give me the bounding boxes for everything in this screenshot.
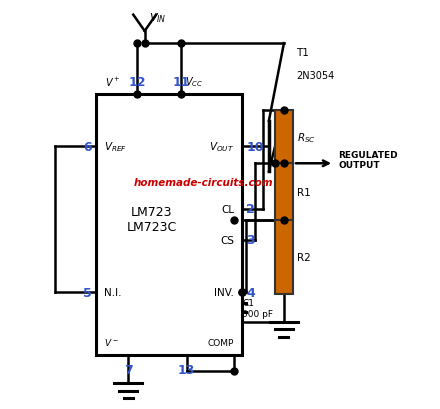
- Text: INV.: INV.: [214, 288, 234, 297]
- Text: 7: 7: [124, 363, 132, 376]
- Text: 5: 5: [83, 286, 92, 299]
- Text: C1
500 pF: C1 500 pF: [242, 299, 273, 318]
- Text: $V^+$: $V^+$: [105, 76, 121, 89]
- Text: R1: R1: [297, 187, 311, 197]
- Text: 2: 2: [246, 203, 255, 216]
- Text: 12: 12: [128, 76, 146, 89]
- Text: CL: CL: [221, 204, 234, 214]
- Text: 10: 10: [246, 140, 264, 153]
- Text: T1: T1: [296, 48, 309, 58]
- Bar: [275, 221, 293, 294]
- Text: $V_{IN}$: $V_{IN}$: [149, 11, 166, 25]
- Text: homemade-circuits.com: homemade-circuits.com: [134, 177, 274, 187]
- Text: $V^-$: $V^-$: [104, 336, 119, 347]
- Text: COMP: COMP: [208, 338, 234, 347]
- Text: $V_{OUT}$: $V_{OUT}$: [209, 140, 234, 154]
- Text: R2: R2: [297, 252, 311, 262]
- Text: N.I.: N.I.: [104, 288, 121, 297]
- Text: $R_{SC}$: $R_{SC}$: [297, 130, 316, 144]
- Text: $V_{CC}$: $V_{CC}$: [185, 75, 203, 89]
- Text: $V_{REF}$: $V_{REF}$: [104, 140, 127, 154]
- Text: 3: 3: [246, 234, 255, 247]
- Text: 2N3054: 2N3054: [296, 70, 334, 81]
- Bar: [275, 164, 293, 221]
- Text: 6: 6: [83, 140, 92, 153]
- Text: REGULATED
OUTPUT: REGULATED OUTPUT: [338, 150, 398, 169]
- Bar: [275, 111, 293, 164]
- Text: 11: 11: [172, 76, 190, 89]
- Text: LM723
LM723C: LM723 LM723C: [126, 206, 176, 234]
- Text: 13: 13: [178, 363, 195, 376]
- Bar: [96, 95, 242, 355]
- Text: 4: 4: [246, 286, 255, 299]
- Text: CS: CS: [220, 236, 234, 245]
